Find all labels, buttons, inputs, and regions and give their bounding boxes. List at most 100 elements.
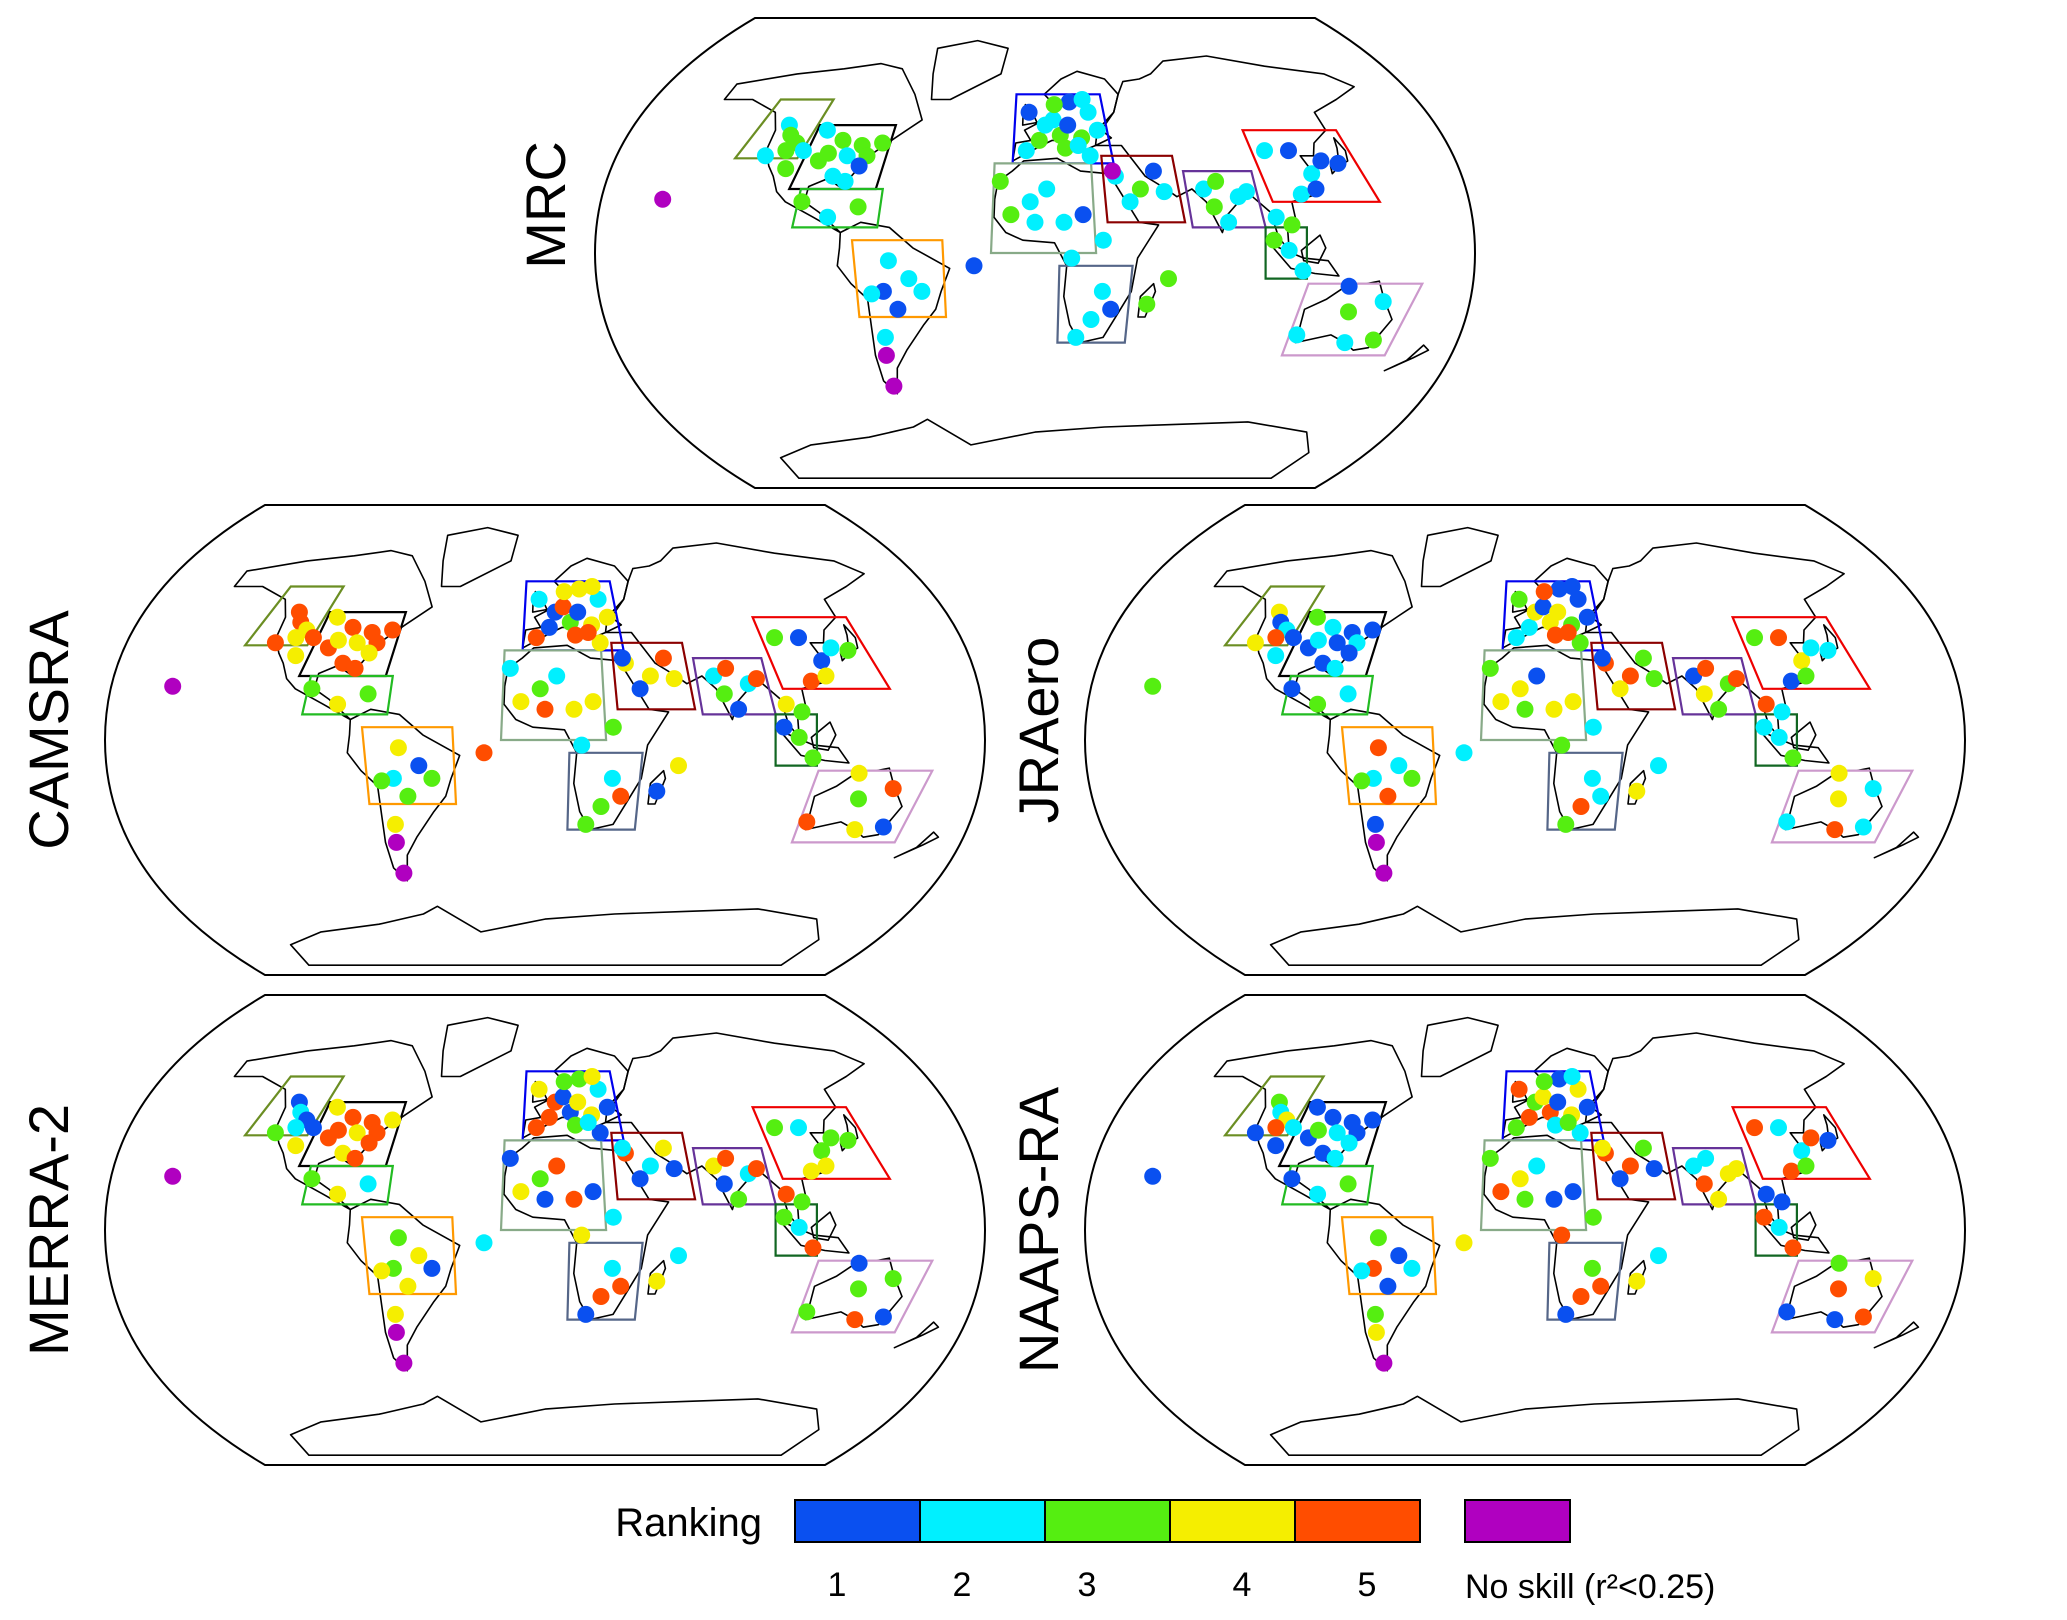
station-point <box>555 583 573 601</box>
station-point <box>1710 1190 1728 1208</box>
legend-label-rank-2: 2 <box>953 1566 972 1604</box>
station-point <box>1830 1280 1847 1298</box>
station-point <box>1757 1185 1775 1203</box>
station-point <box>1645 1160 1663 1178</box>
station-point <box>1564 1183 1582 1201</box>
station-point <box>548 667 566 685</box>
station-point <box>1516 700 1534 718</box>
station-point <box>991 172 1009 190</box>
station-point <box>1797 1157 1815 1175</box>
station-point <box>395 1354 413 1372</box>
station-point <box>818 121 836 139</box>
station-point <box>1366 1305 1384 1323</box>
station-point <box>583 1068 601 1085</box>
station-point <box>591 1124 609 1142</box>
coastline-northAmerica <box>233 1039 433 1211</box>
station-point <box>817 1157 835 1175</box>
station-point <box>1326 1149 1344 1167</box>
station-point <box>1507 629 1525 647</box>
station-point <box>1550 580 1568 598</box>
coastline-southAmerica <box>1326 708 1441 882</box>
station-point <box>1583 769 1601 787</box>
station-point <box>569 603 587 621</box>
station-point <box>1546 626 1564 644</box>
station-point <box>1284 629 1302 647</box>
station-point <box>613 1139 631 1157</box>
station-point <box>287 629 305 647</box>
station-point <box>1280 241 1298 259</box>
coastline-africa <box>1483 644 1650 831</box>
station-point <box>423 1259 441 1277</box>
station-point <box>1324 618 1342 636</box>
station-point <box>1390 757 1408 775</box>
panel-label-camsra: CAMSRA <box>17 610 80 850</box>
station-point <box>1650 1247 1667 1265</box>
station-point <box>819 208 837 226</box>
station-point <box>1121 193 1139 211</box>
station-point <box>1339 685 1357 703</box>
station-point <box>1819 641 1837 659</box>
region-box-south-america <box>360 1216 458 1296</box>
panel-label-mrc: MRC <box>514 141 577 269</box>
station-point <box>410 1247 428 1265</box>
station-point <box>1826 821 1844 839</box>
station-point <box>1267 1119 1285 1137</box>
station-point <box>747 670 765 688</box>
station-point <box>1757 695 1775 713</box>
station-point <box>1854 1308 1872 1326</box>
legend-label-rank-1: 1 <box>828 1566 847 1604</box>
station-point <box>1572 1288 1590 1305</box>
station-point <box>1773 1193 1791 1211</box>
station-point <box>389 739 407 757</box>
station-point <box>777 1185 795 1203</box>
station-point <box>1645 670 1663 688</box>
station-point <box>1367 1323 1385 1341</box>
region-box-southeast-asia <box>1754 713 1798 767</box>
station-point <box>1695 685 1713 703</box>
station-point <box>1026 213 1044 231</box>
region-box-india <box>691 1147 778 1206</box>
station-point <box>1288 326 1306 344</box>
station-point <box>1283 1170 1301 1188</box>
station-point <box>359 685 377 703</box>
station-point <box>802 672 820 690</box>
station-point <box>344 618 362 636</box>
station-point <box>1144 162 1162 180</box>
station-point <box>1549 1093 1567 1111</box>
station-point <box>790 728 808 746</box>
station-point <box>1650 757 1667 775</box>
station-point <box>598 1098 616 1116</box>
station-point <box>1784 1239 1802 1257</box>
coastline-greenland <box>1420 526 1499 588</box>
station-point <box>1308 608 1326 626</box>
station-point <box>838 147 856 165</box>
region-box-east-asia <box>1730 1106 1872 1180</box>
station-point <box>1328 634 1346 652</box>
station-point <box>766 629 783 647</box>
station-point <box>1571 634 1589 652</box>
station-point <box>730 1190 748 1208</box>
station-point <box>570 1070 588 1088</box>
coastline-greenland <box>930 39 1009 101</box>
station-point <box>584 693 602 711</box>
station-point <box>1131 180 1149 198</box>
station-point <box>1727 1160 1745 1178</box>
station-point <box>266 1124 284 1142</box>
station-point <box>373 772 391 790</box>
station-point <box>584 1183 602 1201</box>
region-box-south-america <box>1340 726 1438 806</box>
legend-swatch-rank-3 <box>1044 1499 1171 1543</box>
station-point <box>1559 624 1577 641</box>
station-point <box>287 647 305 665</box>
station-point <box>359 1175 377 1193</box>
station-point <box>348 1124 366 1142</box>
station-point <box>804 749 822 767</box>
station-point <box>839 641 857 659</box>
station-point <box>384 1111 402 1129</box>
station-point <box>399 1277 417 1295</box>
station-point <box>1364 1111 1382 1129</box>
coastline-antarctica <box>779 418 1310 479</box>
station-point <box>648 782 666 800</box>
coastline-antarctica <box>289 905 820 966</box>
